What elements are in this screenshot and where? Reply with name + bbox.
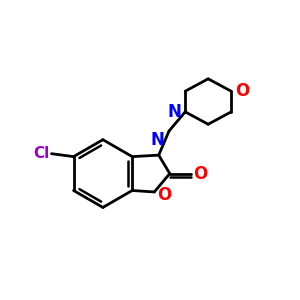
Text: Cl: Cl bbox=[33, 146, 49, 161]
Text: N: N bbox=[150, 131, 164, 149]
Text: O: O bbox=[157, 186, 172, 204]
Text: O: O bbox=[193, 165, 208, 183]
Text: N: N bbox=[168, 103, 182, 122]
Text: O: O bbox=[235, 82, 249, 100]
